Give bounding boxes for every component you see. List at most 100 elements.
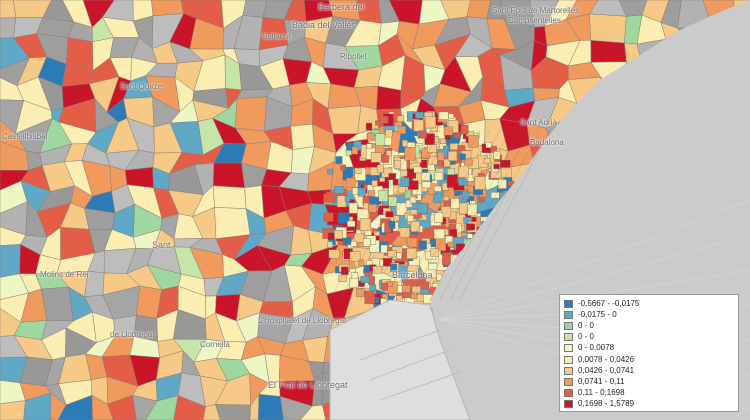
census-tract[interactable]: [91, 394, 114, 420]
census-tract[interactable]: [413, 119, 424, 132]
census-tract[interactable]: [406, 247, 417, 259]
census-tract[interactable]: [421, 172, 431, 182]
census-tract[interactable]: [327, 168, 334, 175]
census-tract[interactable]: [397, 125, 406, 134]
census-tract[interactable]: [41, 286, 74, 322]
census-tract[interactable]: [349, 251, 361, 262]
census-tract[interactable]: [448, 113, 455, 119]
census-tract[interactable]: [327, 232, 336, 240]
census-tract[interactable]: [213, 162, 245, 188]
census-tract[interactable]: [493, 151, 501, 160]
census-tract[interactable]: [323, 212, 334, 222]
census-tract[interactable]: [458, 166, 469, 178]
census-tract[interactable]: [411, 286, 421, 294]
census-tract[interactable]: [367, 133, 375, 141]
census-tract[interactable]: [474, 176, 486, 190]
census-tract[interactable]: [443, 196, 449, 201]
census-tract[interactable]: [382, 258, 393, 267]
census-tract[interactable]: [428, 156, 438, 165]
census-tract[interactable]: [388, 196, 398, 207]
census-tract[interactable]: [338, 274, 348, 282]
census-tract[interactable]: [450, 198, 460, 209]
census-tract[interactable]: [589, 13, 627, 44]
census-tract[interactable]: [249, 393, 260, 420]
census-tract[interactable]: [213, 185, 247, 209]
census-tract[interactable]: [358, 259, 365, 267]
census-tract[interactable]: [400, 169, 408, 177]
census-tract[interactable]: [485, 141, 492, 148]
census-tract[interactable]: [349, 278, 359, 288]
census-tract[interactable]: [407, 271, 414, 278]
census-tract[interactable]: [366, 260, 373, 266]
census-tract[interactable]: [23, 392, 52, 420]
census-tract[interactable]: [478, 196, 485, 203]
census-tract[interactable]: [392, 178, 399, 186]
census-tract[interactable]: [447, 119, 459, 133]
census-tract[interactable]: [354, 167, 366, 181]
census-tract[interactable]: [394, 160, 402, 169]
census-tract[interactable]: [355, 168, 362, 175]
census-tract[interactable]: [383, 167, 393, 178]
census-tract[interactable]: [375, 120, 381, 126]
census-tract[interactable]: [257, 393, 284, 420]
census-tract[interactable]: [215, 404, 251, 420]
census-tract[interactable]: [388, 173, 396, 180]
census-tract[interactable]: [334, 230, 343, 240]
census-tract[interactable]: [433, 193, 442, 203]
census-tract[interactable]: [410, 293, 418, 299]
census-tract[interactable]: [372, 266, 383, 274]
census-tract[interactable]: [397, 115, 404, 122]
census-tract[interactable]: [376, 164, 384, 173]
census-tract[interactable]: [173, 395, 206, 420]
census-tract[interactable]: [344, 195, 351, 202]
census-tract[interactable]: [438, 111, 449, 120]
census-tract[interactable]: [457, 145, 466, 151]
census-tract[interactable]: [360, 276, 370, 283]
census-tract[interactable]: [50, 392, 67, 420]
census-tract[interactable]: [379, 115, 389, 124]
census-tract[interactable]: [347, 220, 356, 227]
census-tract[interactable]: [385, 129, 393, 138]
census-tract[interactable]: [334, 186, 345, 194]
census-tract[interactable]: [379, 177, 386, 182]
census-tract[interactable]: [341, 266, 349, 275]
census-tract[interactable]: [381, 282, 388, 291]
census-tract[interactable]: [299, 404, 326, 420]
census-tract[interactable]: [235, 96, 268, 132]
census-tract[interactable]: [290, 123, 315, 150]
census-tract[interactable]: [467, 233, 473, 239]
census-tract[interactable]: [500, 159, 511, 168]
census-tract[interactable]: [371, 180, 378, 187]
census-tract[interactable]: [368, 204, 377, 213]
census-tract[interactable]: [340, 164, 346, 171]
census-tract[interactable]: [461, 232, 467, 237]
census-tract[interactable]: [380, 244, 388, 254]
census-tract[interactable]: [407, 180, 419, 190]
census-tract[interactable]: [368, 190, 376, 197]
census-tract[interactable]: [363, 238, 371, 247]
census-tract[interactable]: [359, 218, 371, 232]
census-tract[interactable]: [454, 133, 461, 139]
census-tract[interactable]: [386, 150, 392, 157]
census-tract[interactable]: [407, 215, 414, 222]
census-tract[interactable]: [369, 284, 377, 292]
census-tract[interactable]: [425, 116, 436, 129]
census-tract[interactable]: [410, 221, 420, 232]
census-tract[interactable]: [352, 187, 359, 195]
census-tract[interactable]: [590, 40, 627, 63]
census-tract[interactable]: [354, 233, 365, 243]
census-tract[interactable]: [443, 158, 451, 168]
census-tract[interactable]: [418, 130, 427, 138]
census-tract[interactable]: [378, 190, 389, 202]
census-tract[interactable]: [421, 181, 431, 189]
census-tract[interactable]: [364, 290, 375, 304]
census-tract[interactable]: [335, 156, 343, 164]
census-tract[interactable]: [430, 248, 440, 257]
census-tract[interactable]: [370, 152, 382, 163]
census-tract[interactable]: [434, 212, 444, 224]
census-tract[interactable]: [404, 146, 416, 161]
census-tract[interactable]: [57, 394, 93, 420]
census-tract[interactable]: [363, 265, 370, 273]
census-tract[interactable]: [422, 281, 430, 290]
census-tract[interactable]: [350, 240, 357, 247]
